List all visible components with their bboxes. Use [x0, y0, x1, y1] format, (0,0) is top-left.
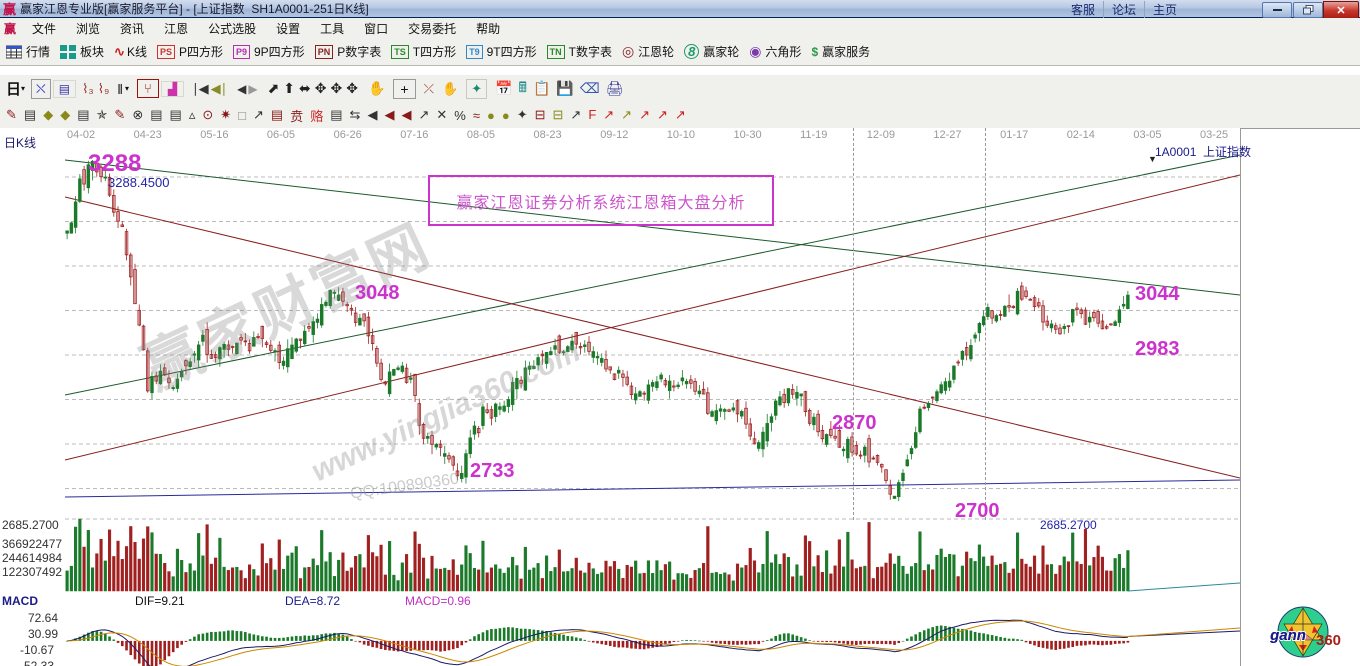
svg-text:04-23: 04-23 [134, 129, 162, 141]
svg-text:03-05: 03-05 [1133, 129, 1161, 141]
svg-text:06-26: 06-26 [334, 129, 362, 141]
svg-text:06-05: 06-05 [267, 129, 295, 141]
svg-text:08-05: 08-05 [467, 129, 495, 141]
svg-text:12-27: 12-27 [933, 129, 961, 141]
svg-text:02-14: 02-14 [1067, 129, 1095, 141]
svg-text:11-19: 11-19 [800, 129, 827, 141]
svg-text:gann: gann [1269, 627, 1306, 644]
svg-text:08-23: 08-23 [534, 129, 562, 141]
svg-text:09-12: 09-12 [600, 129, 628, 141]
svg-text:07-16: 07-16 [400, 129, 428, 141]
svg-text:10-10: 10-10 [667, 129, 695, 141]
svg-text:12-09: 12-09 [867, 129, 895, 141]
svg-text:01-17: 01-17 [1000, 129, 1028, 141]
svg-text:04-02: 04-02 [67, 129, 95, 141]
svg-text:05-16: 05-16 [200, 129, 228, 141]
svg-text:03-25: 03-25 [1200, 129, 1228, 141]
svg-text:10-30: 10-30 [734, 129, 762, 141]
